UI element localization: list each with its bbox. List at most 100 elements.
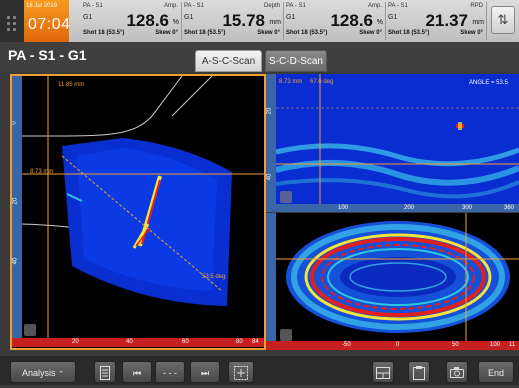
readout-unit: % (172, 19, 179, 26)
document-button[interactable] (94, 361, 116, 383)
c-scan-panel[interactable]: -50 0 50 100 11 (266, 213, 519, 350)
readout-skew: Skew 0° (460, 30, 483, 36)
readout-skew: Skew 0° (155, 30, 178, 36)
readout-source: PA - S1 (388, 3, 408, 9)
readout-skew: Skew 0° (257, 30, 280, 36)
readout-shot: Shot 18 (53.5°) (83, 30, 125, 36)
readout-type: Amp. (367, 3, 382, 9)
analysis-button[interactable]: Analysis ⌃ (10, 361, 76, 383)
readout-type: Depth (263, 3, 280, 9)
sector-scan-panel[interactable]: 0 20 40 11.85 mm 8.73 mm 53.5 deg 20 40 … (10, 74, 266, 350)
h-tick: -50 (342, 342, 351, 348)
analysis-label: Analysis (22, 368, 56, 378)
dash-cursor-button[interactable]: - - - (155, 361, 185, 383)
readout-type: RPD (470, 3, 483, 9)
readout-gate: G1 (286, 14, 296, 21)
camera-icon (450, 367, 464, 378)
end-label: End (487, 368, 504, 378)
page-title: PA - S1 - G1 (8, 47, 87, 63)
tab-scd-scan[interactable]: S-C-D-Scan (265, 50, 327, 72)
h-tick: 200 (404, 205, 415, 211)
scan-ruler-v[interactable] (266, 213, 276, 341)
readout-type: Amp. (163, 3, 178, 9)
report-icon (413, 366, 425, 380)
readout-value: 128.6 (330, 11, 373, 30)
zoom-corner-button[interactable] (24, 324, 36, 336)
tab-asc-scan[interactable]: A-S-C-Scan (195, 50, 262, 72)
v-tick: 20 (266, 107, 273, 115)
h-tick: 300 (462, 205, 473, 211)
readout-unit: % (376, 19, 383, 26)
readout-gate: G1 (184, 14, 194, 21)
readout-shot: Shot 18 (53.5°) (286, 30, 328, 36)
h-tick: 100 (338, 205, 349, 211)
readout-depth[interactable]: PA - S1 Depth G1 15.78 mm Shot 18 (53.5°… (182, 2, 284, 40)
h-tick: 20 (72, 339, 79, 345)
readout-gate: G1 (388, 14, 398, 21)
report-button[interactable] (408, 361, 430, 383)
angle-overlay: ANGLE = 53.5 (469, 80, 508, 86)
scan-ruler[interactable] (266, 204, 519, 212)
readout-rpd[interactable]: PA - S1 RPD G1 21.37 mm Shot 18 (53.5°) … (386, 2, 487, 40)
status-bar (0, 0, 519, 42)
clock-time: 07:04 (28, 16, 71, 33)
d-scan-image (276, 74, 519, 204)
depth-ruler[interactable] (12, 76, 22, 340)
h-tick: 40 (126, 339, 133, 345)
h-tick: 60 (182, 339, 189, 345)
h-tick: 80 (236, 339, 243, 345)
readout-unit: mm (472, 19, 484, 26)
screenshot-button[interactable] (446, 361, 468, 383)
angle-label: 53.5 deg (202, 274, 226, 280)
skip-first-icon: ⏮ (132, 368, 142, 378)
skip-first-button[interactable]: ⏮ (122, 361, 152, 383)
dash-cursor-label: - - - (163, 368, 177, 378)
h-tick: 360 (504, 205, 515, 211)
zoom-corner-button[interactable] (280, 329, 292, 341)
zoom-corner-button[interactable] (280, 191, 292, 203)
readout-amp-2[interactable]: PA - S1 Amp. G1 128.6 % Shot 18 (53.5°) … (284, 2, 386, 40)
index-ruler[interactable] (12, 338, 264, 347)
readout-amp-1[interactable]: PA - S1 Amp. G1 128.6 % Shot 18 (53.5°) … (81, 2, 182, 40)
v-tick: 40 (12, 257, 19, 265)
readout-source: PA - S1 (184, 3, 204, 9)
d-scan-panel[interactable]: 20 40 8.73 mm 67.6 deg ANGLE = 53.5 100 … (266, 74, 519, 212)
readout-value: 128.6 (126, 11, 169, 30)
chevron-up-icon: ⌃ (58, 371, 64, 378)
add-cursor-button[interactable] (228, 361, 254, 383)
index-ruler[interactable] (266, 341, 519, 350)
sector-scan-image (22, 76, 264, 338)
document-icon (100, 366, 110, 380)
h-tick: 11 (509, 342, 516, 348)
bottom-toolbar (0, 356, 519, 385)
angle-readout-label: 67.6 deg (310, 79, 334, 85)
swap-icon: ⇅ (497, 12, 509, 27)
v-tick: 0 (11, 121, 18, 125)
depth-cursor-label: 11.85 mm (58, 82, 85, 88)
readout-value: 21.37 (425, 11, 468, 30)
readout-value: 15.78 (222, 11, 265, 30)
end-button[interactable]: End (478, 361, 514, 383)
v-tick: 40 (266, 173, 273, 181)
swap-button[interactable]: ⇅ (491, 6, 515, 34)
readout-skew: Skew 0° (359, 30, 382, 36)
grip-handle[interactable] (0, 0, 24, 42)
skip-last-icon: ⏭ (200, 368, 210, 378)
h-tick: 50 (452, 342, 459, 348)
depth-ruler[interactable] (266, 74, 276, 204)
v-tick: 20 (12, 197, 19, 205)
readout-source: PA - S1 (83, 3, 103, 9)
depth-readout-label: 8.73 mm (279, 79, 303, 85)
readout-unit: mm (269, 19, 281, 26)
readout-gate: G1 (83, 14, 93, 21)
clock: 18 Jul 2019 07:04 (24, 0, 71, 42)
skip-last-button[interactable]: ⏭ (190, 361, 220, 383)
h-tick: 84 (252, 339, 259, 345)
layout-button[interactable] (372, 361, 394, 383)
readout-shot: Shot 18 (53.5°) (184, 30, 226, 36)
readout-source: PA - S1 (286, 3, 306, 9)
readout-shot: Shot 18 (53.5°) (388, 30, 430, 36)
h-tick: 0 (396, 342, 400, 348)
h-tick: 100 (490, 342, 501, 348)
c-scan-image (276, 213, 519, 341)
